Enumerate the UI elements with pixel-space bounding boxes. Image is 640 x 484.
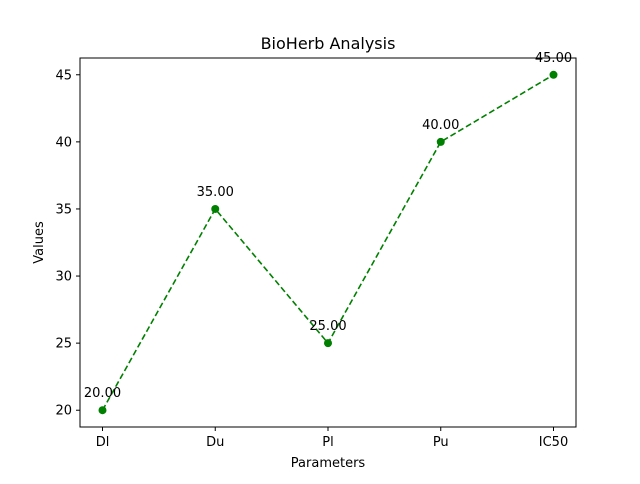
chart-title: BioHerb Analysis (261, 34, 396, 53)
y-axis-ticks: 20 25 30 35 40 45 (55, 68, 80, 419)
y-tick-label: 30 (55, 270, 72, 285)
x-axis-label: Parameters (291, 456, 366, 471)
y-tick-label: 35 (55, 202, 72, 217)
data-label: 40.00 (422, 118, 459, 133)
data-point (324, 339, 332, 348)
data-point (211, 204, 220, 213)
y-tick-label: 25 (55, 337, 72, 352)
data-point (98, 406, 107, 415)
data-point (436, 137, 445, 146)
y-tick-label: 45 (55, 68, 72, 83)
data-label: 20.00 (84, 386, 121, 401)
y-tick-label: 20 (55, 404, 72, 419)
series-group (98, 70, 558, 415)
x-tick-label: IC50 (539, 435, 568, 450)
data-label: 35.00 (197, 185, 234, 200)
data-point (549, 70, 558, 79)
x-tick-label: Pu (433, 435, 449, 450)
x-axis-ticks: Dl Du Pl Pu IC50 (96, 427, 568, 450)
x-tick-label: Pl (322, 435, 333, 450)
y-tick-label: 40 (55, 135, 72, 150)
data-label: 25.00 (309, 319, 346, 334)
x-tick-label: Dl (96, 435, 110, 450)
y-axis-label: Values (32, 221, 47, 264)
plot-background (80, 58, 576, 427)
x-tick-label: Du (206, 435, 224, 450)
plot-frame (79, 57, 577, 428)
